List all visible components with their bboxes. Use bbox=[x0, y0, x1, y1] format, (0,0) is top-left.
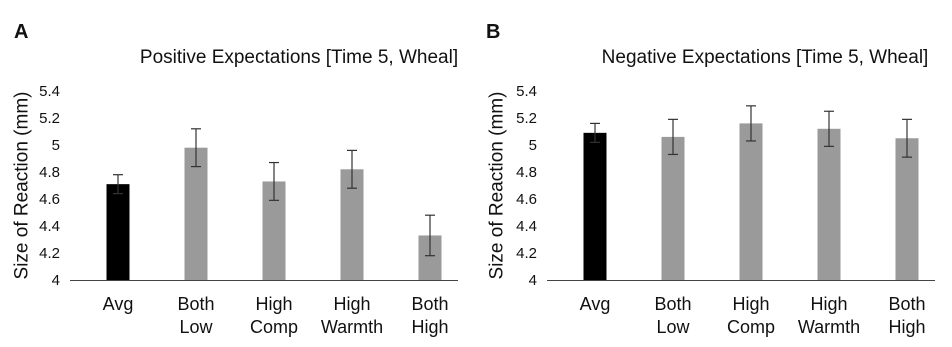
y-tick-label: 4 bbox=[529, 272, 537, 289]
error-bar bbox=[347, 149, 357, 189]
x-tick-line: High bbox=[810, 294, 847, 314]
bar bbox=[817, 128, 841, 280]
x-tick-label: Both High bbox=[888, 294, 925, 337]
y-tick-label: 5.2 bbox=[39, 110, 60, 127]
y-tick-label: 4.2 bbox=[516, 245, 537, 262]
panel-letter: B bbox=[486, 21, 500, 43]
y-axis-label: Size of Reaction (mm) bbox=[12, 92, 33, 280]
bar bbox=[661, 136, 685, 280]
chart-title: Positive Expectations [Time 5, Wheal] bbox=[140, 47, 458, 68]
bar bbox=[262, 181, 286, 280]
x-tick-label: High Comp bbox=[727, 294, 775, 337]
error-bar bbox=[746, 105, 756, 142]
chart-title: Negative Expectations [Time 5, Wheal] bbox=[602, 47, 929, 68]
x-tick-label: Avg bbox=[103, 294, 134, 314]
y-tick-label: 4.6 bbox=[516, 191, 537, 208]
y-tick-label: 5.4 bbox=[39, 83, 60, 100]
bar bbox=[739, 123, 763, 281]
y-tick-label: 4.4 bbox=[39, 218, 60, 235]
bar bbox=[418, 235, 442, 280]
x-tick-line: Warmth bbox=[321, 317, 383, 337]
x-tick-line: Avg bbox=[103, 294, 134, 314]
x-tick-line: High bbox=[732, 294, 769, 314]
error-bar bbox=[668, 118, 678, 156]
x-tick-line: Avg bbox=[580, 294, 611, 314]
x-tick-line: Low bbox=[179, 317, 213, 337]
y-tick-label: 5.4 bbox=[516, 83, 537, 100]
chart-panel-b: B Negative Expectations [Time 5, Wheal] Si… bbox=[486, 21, 935, 337]
x-tick-label: High Comp bbox=[250, 294, 298, 337]
y-tick-label: 5 bbox=[52, 137, 60, 154]
x-tick-line: Low bbox=[656, 317, 690, 337]
panel-letter: A bbox=[14, 21, 28, 43]
y-tick-label: 4 bbox=[52, 272, 60, 289]
x-tick-line: Both bbox=[177, 294, 214, 314]
bar bbox=[895, 138, 919, 280]
error-bar bbox=[425, 214, 435, 257]
x-tick-line: Warmth bbox=[798, 317, 860, 337]
x-tick-label: Both Low bbox=[177, 294, 214, 337]
error-bar bbox=[590, 122, 600, 143]
x-tick-line: High bbox=[255, 294, 292, 314]
y-tick-label: 5.2 bbox=[516, 110, 537, 127]
x-tick-line: High bbox=[888, 317, 925, 337]
x-tick-label: Both Low bbox=[654, 294, 691, 337]
x-tick-line: High bbox=[333, 294, 370, 314]
bar bbox=[583, 132, 607, 280]
error-bar bbox=[824, 110, 834, 147]
bar bbox=[106, 184, 130, 280]
x-tick-line: High bbox=[411, 317, 448, 337]
error-bar bbox=[113, 174, 123, 195]
x-tick-line: Both bbox=[888, 294, 925, 314]
error-bar bbox=[902, 118, 912, 158]
y-tick-label: 4.8 bbox=[39, 164, 60, 181]
x-tick-label: Both High bbox=[411, 294, 448, 337]
x-tick-line: Both bbox=[654, 294, 691, 314]
y-tick-label: 4.8 bbox=[516, 164, 537, 181]
y-axis-label: Size of Reaction (mm) bbox=[487, 92, 508, 280]
x-tick-line: Both bbox=[411, 294, 448, 314]
x-tick-label: Avg bbox=[580, 294, 611, 314]
chart-panel-a: A Positive Expectations [Time 5, Wheal] Si… bbox=[12, 21, 459, 337]
x-tick-label: High Warmth bbox=[798, 294, 860, 337]
error-bar bbox=[191, 128, 201, 168]
error-bar bbox=[269, 161, 279, 201]
x-tick-line: Comp bbox=[250, 317, 298, 337]
x-tick-label: High Warmth bbox=[321, 294, 383, 337]
y-tick-label: 4.2 bbox=[39, 245, 60, 262]
y-tick-label: 4.4 bbox=[516, 218, 537, 235]
y-tick-label: 4.6 bbox=[39, 191, 60, 208]
x-tick-line: Comp bbox=[727, 317, 775, 337]
bar bbox=[340, 169, 364, 280]
bar bbox=[184, 147, 208, 280]
y-tick-label: 5 bbox=[529, 137, 537, 154]
